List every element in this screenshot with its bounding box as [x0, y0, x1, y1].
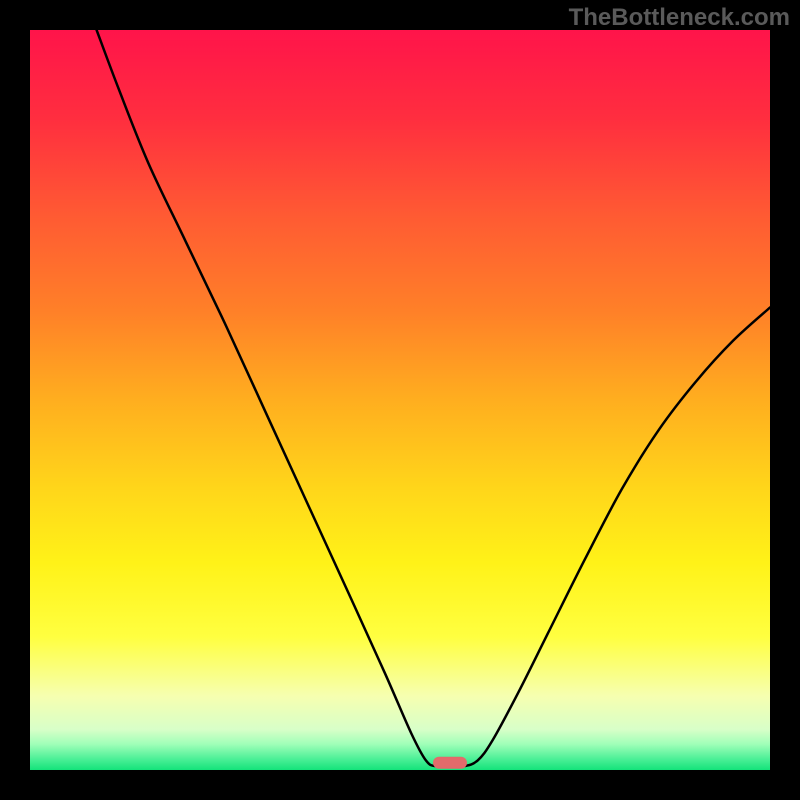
plot-area — [30, 30, 770, 770]
bottleneck-curve — [30, 30, 770, 770]
watermark-text: TheBottleneck.com — [569, 4, 790, 32]
optimal-point-marker — [433, 756, 467, 769]
